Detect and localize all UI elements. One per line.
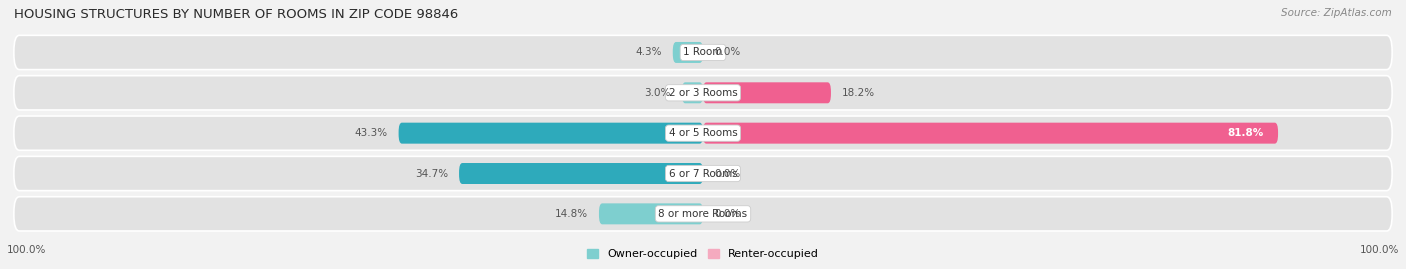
Text: 0.0%: 0.0% — [714, 209, 741, 219]
FancyBboxPatch shape — [14, 35, 1392, 70]
FancyBboxPatch shape — [703, 123, 1278, 144]
Text: 14.8%: 14.8% — [554, 209, 588, 219]
Text: 43.3%: 43.3% — [354, 128, 388, 138]
Text: 6 or 7 Rooms: 6 or 7 Rooms — [669, 168, 737, 179]
FancyBboxPatch shape — [14, 197, 1392, 231]
Text: Source: ZipAtlas.com: Source: ZipAtlas.com — [1281, 8, 1392, 18]
Text: 4 or 5 Rooms: 4 or 5 Rooms — [669, 128, 737, 138]
FancyBboxPatch shape — [399, 123, 703, 144]
FancyBboxPatch shape — [14, 156, 1392, 191]
FancyBboxPatch shape — [682, 82, 703, 103]
Text: 8 or more Rooms: 8 or more Rooms — [658, 209, 748, 219]
Legend: Owner-occupied, Renter-occupied: Owner-occupied, Renter-occupied — [582, 244, 824, 263]
FancyBboxPatch shape — [703, 82, 831, 103]
Text: 0.0%: 0.0% — [714, 47, 741, 58]
Text: 2 or 3 Rooms: 2 or 3 Rooms — [669, 88, 737, 98]
Text: 4.3%: 4.3% — [636, 47, 662, 58]
Text: 34.7%: 34.7% — [415, 168, 447, 179]
FancyBboxPatch shape — [14, 116, 1392, 150]
Text: 100.0%: 100.0% — [7, 245, 46, 255]
Text: 3.0%: 3.0% — [644, 88, 671, 98]
Text: 100.0%: 100.0% — [1360, 245, 1399, 255]
FancyBboxPatch shape — [458, 163, 703, 184]
Text: HOUSING STRUCTURES BY NUMBER OF ROOMS IN ZIP CODE 98846: HOUSING STRUCTURES BY NUMBER OF ROOMS IN… — [14, 8, 458, 21]
Text: 18.2%: 18.2% — [842, 88, 876, 98]
FancyBboxPatch shape — [599, 203, 703, 224]
FancyBboxPatch shape — [14, 76, 1392, 110]
Text: 0.0%: 0.0% — [714, 168, 741, 179]
FancyBboxPatch shape — [673, 42, 703, 63]
Text: 1 Room: 1 Room — [683, 47, 723, 58]
Text: 81.8%: 81.8% — [1227, 128, 1264, 138]
